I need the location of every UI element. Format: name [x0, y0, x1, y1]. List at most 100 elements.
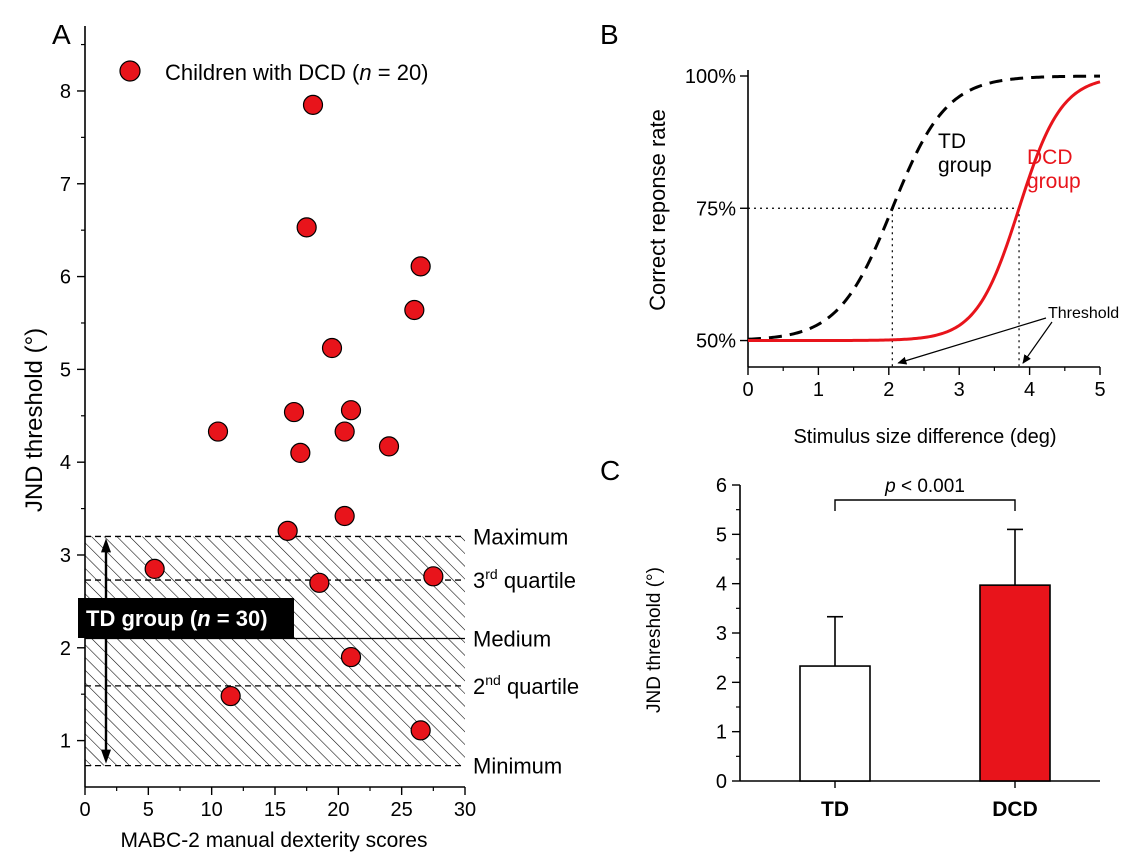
- dcd-point: [378, 436, 400, 457]
- panel-c-y-tick-label: 4: [716, 574, 727, 596]
- td-label-prefix: TD group (: [86, 606, 198, 631]
- threshold-arrow-td: [897, 317, 1047, 365]
- panel-b-x-tick-label: 0: [742, 379, 753, 401]
- significance-p: p: [884, 476, 896, 497]
- td-curve-label-line1: TD: [938, 130, 966, 153]
- td-curve-label-line2: group: [938, 154, 992, 177]
- panel-c-y-tick-label: 6: [716, 475, 727, 497]
- panel-c-y-tick-label: 5: [716, 524, 727, 546]
- dcd-point: [207, 421, 229, 442]
- panel-c-bars: TD DCD: [799, 528, 1051, 821]
- significance-bracket: p < 0.001: [834, 476, 1016, 511]
- threshold-label: Threshold: [1048, 305, 1119, 322]
- td-group-curve: [747, 74, 1101, 341]
- bar-td: [799, 665, 871, 782]
- panel-a-y-tick-label: 7: [60, 174, 71, 196]
- dcd-point: [220, 685, 241, 707]
- dcd-point: [283, 401, 305, 423]
- dcd-points: [144, 94, 444, 741]
- panel-a-y-tick-label: 5: [60, 359, 71, 381]
- panel-b-psychometric-chart: 0 1 2 3 4 550%75%100% TD group DCD group Thresh…: [645, 66, 1119, 448]
- panel-a-y-tick-label: 4: [60, 452, 71, 474]
- svg-text:TD group (n = 30): TD group (n = 30): [86, 606, 268, 631]
- td-line-label-3: 2nd quartile: [473, 672, 579, 699]
- panel-b-x-tick-label: 2: [883, 379, 894, 401]
- td-line-label-4: Minimum: [473, 754, 562, 779]
- panel-a-y-tick-label: 3: [60, 545, 71, 567]
- dcd-curve-label-line2: group: [1027, 170, 1081, 193]
- dcd-group-curve: [748, 80, 1101, 343]
- panel-a-y-tick-label: 1: [60, 731, 71, 753]
- panel-a-y-label: JND threshold (°): [21, 328, 48, 512]
- td-line-label-base: 3: [473, 568, 485, 593]
- panel-b-x-tick-label: 3: [954, 379, 965, 401]
- td-line-label-0: Maximum: [473, 524, 568, 549]
- dcd-point: [423, 566, 444, 587]
- significance-bracket-line: [834, 499, 1016, 511]
- td-arrow-head-up: [101, 538, 111, 553]
- panel-c-y-tick-label: 1: [716, 722, 727, 744]
- panel-a-y-tick-label: 2: [60, 638, 71, 660]
- dcd-point: [144, 558, 165, 580]
- panel-c-bar-chart: 0 1 2 3 4 5 6 TD DCD p < 0.001 JND threshold (°…: [644, 475, 1100, 821]
- panel-a-y-tick-label: 8: [60, 81, 71, 103]
- legend-marker: [119, 60, 141, 82]
- panel-b-x-tick-label: 5: [1094, 379, 1105, 401]
- panel-a-x-tick-label: 5: [143, 799, 154, 821]
- panel-c-y-label: JND threshold (°): [644, 567, 665, 713]
- svg-text:Children with DCD (n = 20): Children with DCD (n = 20): [165, 60, 429, 85]
- panel-a-x-label: MABC-2 manual dexterity scores: [121, 829, 428, 852]
- td-line-label-base: 2: [473, 674, 485, 699]
- dcd-point: [340, 400, 362, 421]
- panel-b-y-tick-label: 50%: [696, 331, 736, 353]
- td-line-label-tail: quartile: [501, 674, 579, 699]
- td-arrow-head-down: [101, 749, 111, 764]
- dcd-curve-label-line1: DCD: [1027, 146, 1073, 169]
- panel-a-legend: Children with DCD (n = 20): [119, 60, 429, 85]
- td-range-band: [85, 536, 465, 766]
- td-quartile-lines: [85, 535, 465, 767]
- panel-label-b: B: [600, 19, 619, 50]
- td-label-suffix: = 30): [211, 606, 268, 631]
- panel-b-y-tick-label: 100%: [685, 66, 736, 88]
- dcd-point: [334, 505, 355, 527]
- svg-text:p < 0.001: p < 0.001: [884, 476, 965, 497]
- panel-a-axes: 0 5 10 15 20 25 30 1 2 3 4 5 6 7 8: [60, 26, 476, 821]
- dcd-point: [309, 572, 330, 593]
- td-line-label-sup: rd: [485, 566, 497, 582]
- td-line-label-sup: nd: [485, 672, 501, 688]
- dcd-point: [404, 299, 425, 321]
- panel-a-y-tick-label: 6: [60, 267, 71, 289]
- legend-label-n: n: [359, 60, 371, 85]
- panel-a-x-tick-label: 15: [264, 799, 286, 821]
- td-line-label-1: 3rd quartile: [473, 566, 576, 593]
- panel-b-y-label: Correct reponse rate: [645, 109, 670, 311]
- panel-b-axes: 0 1 2 3 4 5 50% 75% 100%: [685, 66, 1106, 401]
- panel-b-y-tick-label: 75%: [696, 198, 736, 220]
- panel-a-x-tick-label: 10: [201, 799, 223, 821]
- threshold-annotation: Threshold: [897, 305, 1119, 365]
- legend-label-suffix: = 20): [372, 60, 429, 85]
- legend-label-prefix: Children with DCD (: [165, 60, 360, 85]
- dcd-point: [340, 646, 362, 668]
- td-quartile-labels: Maximum 3rd quartile Medium 2nd quartile Min…: [473, 524, 579, 778]
- dcd-point: [290, 442, 311, 464]
- panel-a-x-tick-label: 30: [454, 799, 476, 821]
- panel-c-y-tick-label: 2: [716, 672, 727, 694]
- dcd-point: [321, 337, 343, 359]
- bar-dcd: [979, 584, 1051, 782]
- td-line-label-tail: quartile: [498, 568, 576, 593]
- dcd-point: [296, 217, 317, 238]
- td-label-n: n: [197, 606, 210, 631]
- panel-a-x-tick-label: 20: [327, 799, 349, 821]
- panel-c-y-tick-label: 0: [716, 771, 727, 793]
- dcd-point: [302, 94, 324, 115]
- category-label-td: TD: [821, 798, 849, 821]
- panel-a-x-tick-label: 0: [79, 799, 90, 821]
- panel-b-reference-lines: [748, 207, 1020, 367]
- td-line-label-2: Medium: [473, 627, 551, 652]
- panel-b-x-label: Stimulus size difference (deg): [793, 426, 1056, 448]
